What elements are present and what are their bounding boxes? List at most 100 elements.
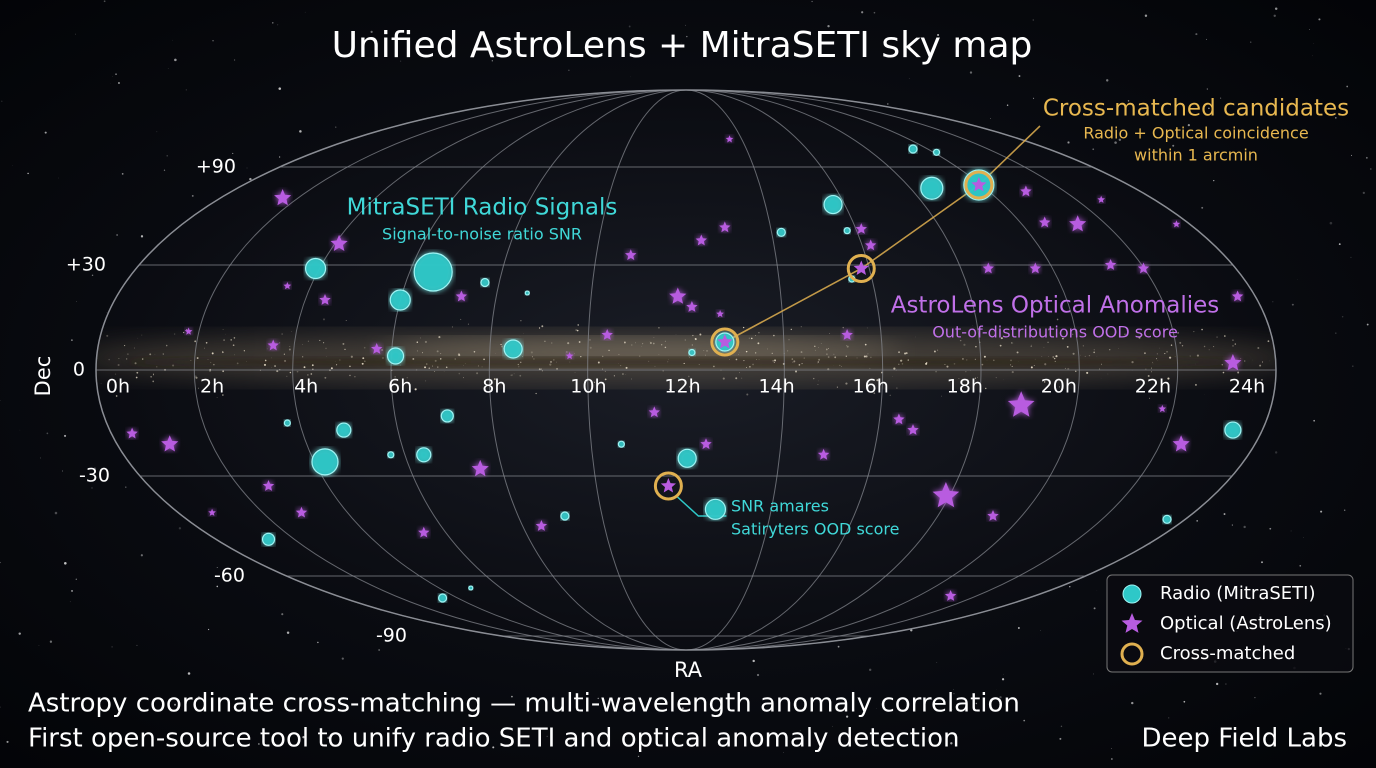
milky-way-star: [889, 394, 891, 396]
milky-way-star: [1047, 341, 1049, 343]
milky-way-star: [1240, 358, 1242, 360]
milky-way-star: [689, 386, 691, 388]
milky-way-star: [826, 353, 828, 355]
background-star: [1220, 97, 1222, 99]
milky-way-star: [311, 364, 314, 367]
background-star: [1023, 719, 1026, 722]
background-star: [76, 301, 77, 303]
background-star: [115, 73, 117, 75]
background-star: [304, 11, 306, 13]
milky-way-star: [276, 370, 279, 373]
background-star: [1196, 520, 1198, 522]
background-star: [910, 629, 913, 632]
annotation: AstroLens Optical Anomalies: [891, 293, 1220, 319]
milky-way-star: [303, 366, 306, 369]
milky-way-star: [604, 370, 606, 372]
background-star: [327, 736, 330, 740]
milky-way-star: [937, 349, 939, 351]
milky-way-star: [864, 343, 867, 346]
milky-way-star: [1099, 368, 1101, 370]
milky-way-star: [580, 356, 582, 358]
background-star: [370, 30, 373, 33]
milky-way-star: [1016, 351, 1019, 354]
milky-way-star: [981, 363, 984, 366]
background-star: [597, 697, 599, 700]
radio-signal: [617, 440, 625, 448]
cross-match-link: [724, 125, 1041, 343]
milky-way-star: [834, 356, 837, 359]
milky-way-star: [813, 377, 815, 380]
optical-anomaly: [1172, 220, 1181, 228]
milky-way-star: [1043, 381, 1046, 383]
milky-way-star: [865, 355, 868, 358]
cross-match-star: [971, 177, 987, 192]
milky-way-star: [638, 355, 641, 357]
legend-label: Radio (MitraSETI): [1160, 583, 1315, 604]
radio-signal: [468, 585, 474, 591]
milky-way-star: [827, 356, 830, 358]
milky-way-star: [493, 378, 496, 381]
milky-way-star: [1030, 345, 1033, 348]
background-star: [999, 696, 1002, 699]
milky-way-star: [538, 327, 541, 329]
background-star: [1303, 537, 1304, 538]
milky-way-star: [553, 359, 555, 361]
cross-match-ring: [964, 170, 994, 200]
radio-signal: [336, 422, 352, 438]
milky-way-star: [458, 372, 461, 375]
milky-way-star: [601, 368, 603, 370]
background-star: [1223, 513, 1226, 516]
milky-way-star: [286, 375, 288, 378]
milky-way-star: [1144, 352, 1146, 355]
milky-way-star: [658, 354, 660, 356]
background-star: [216, 585, 219, 588]
milky-way-star: [876, 379, 879, 382]
milky-way-star: [608, 349, 610, 352]
background-star: [1291, 303, 1294, 306]
milky-way-star: [523, 333, 524, 334]
milky-way-star: [135, 376, 138, 379]
milky-way-star: [281, 333, 283, 335]
milky-way-star: [901, 363, 904, 365]
milky-way-star: [773, 361, 775, 363]
background-star: [174, 58, 177, 62]
background-star: [546, 735, 548, 737]
x-tick-label: 16h: [853, 376, 889, 398]
milky-way-star: [319, 339, 321, 342]
milky-way-star: [400, 364, 401, 366]
background-star: [44, 131, 47, 134]
radio-signal: [413, 252, 453, 292]
milky-way-star: [364, 360, 366, 362]
optical-anomaly: [1097, 195, 1105, 203]
milky-way-star: [150, 376, 152, 378]
background-star: [756, 673, 760, 677]
background-star: [1195, 33, 1198, 36]
milky-way-star: [1222, 371, 1225, 374]
milky-way-star: [1044, 363, 1047, 366]
cross-match-star: [853, 260, 869, 275]
milky-way-star: [222, 328, 224, 330]
milky-way-star: [1086, 371, 1089, 375]
milky-way-star: [1066, 345, 1069, 348]
milky-way-star: [236, 362, 239, 365]
optical-anomaly: [1069, 215, 1087, 232]
background-star: [868, 668, 872, 672]
background-star: [246, 167, 248, 169]
optical-anomaly: [932, 482, 960, 508]
optical-anomaly: [648, 406, 660, 418]
milky-way-star: [965, 371, 967, 373]
optical-anomaly: [1007, 391, 1035, 417]
legend-marker: [1121, 613, 1143, 633]
milky-way-star: [893, 367, 896, 370]
milky-way-star: [424, 340, 428, 344]
milky-way-star: [1177, 332, 1179, 334]
milky-way-star: [976, 376, 978, 378]
background-star: [191, 194, 194, 197]
optical-anomaly: [535, 520, 548, 531]
background-star: [185, 89, 187, 91]
legend: Radio (MitraSETI) Optical (AstroLens) Cros…: [1120, 583, 1332, 666]
radio-signal: [1224, 421, 1242, 439]
background-star: [71, 339, 73, 341]
milky-way-star: [846, 345, 847, 346]
milky-way-star: [757, 342, 760, 345]
